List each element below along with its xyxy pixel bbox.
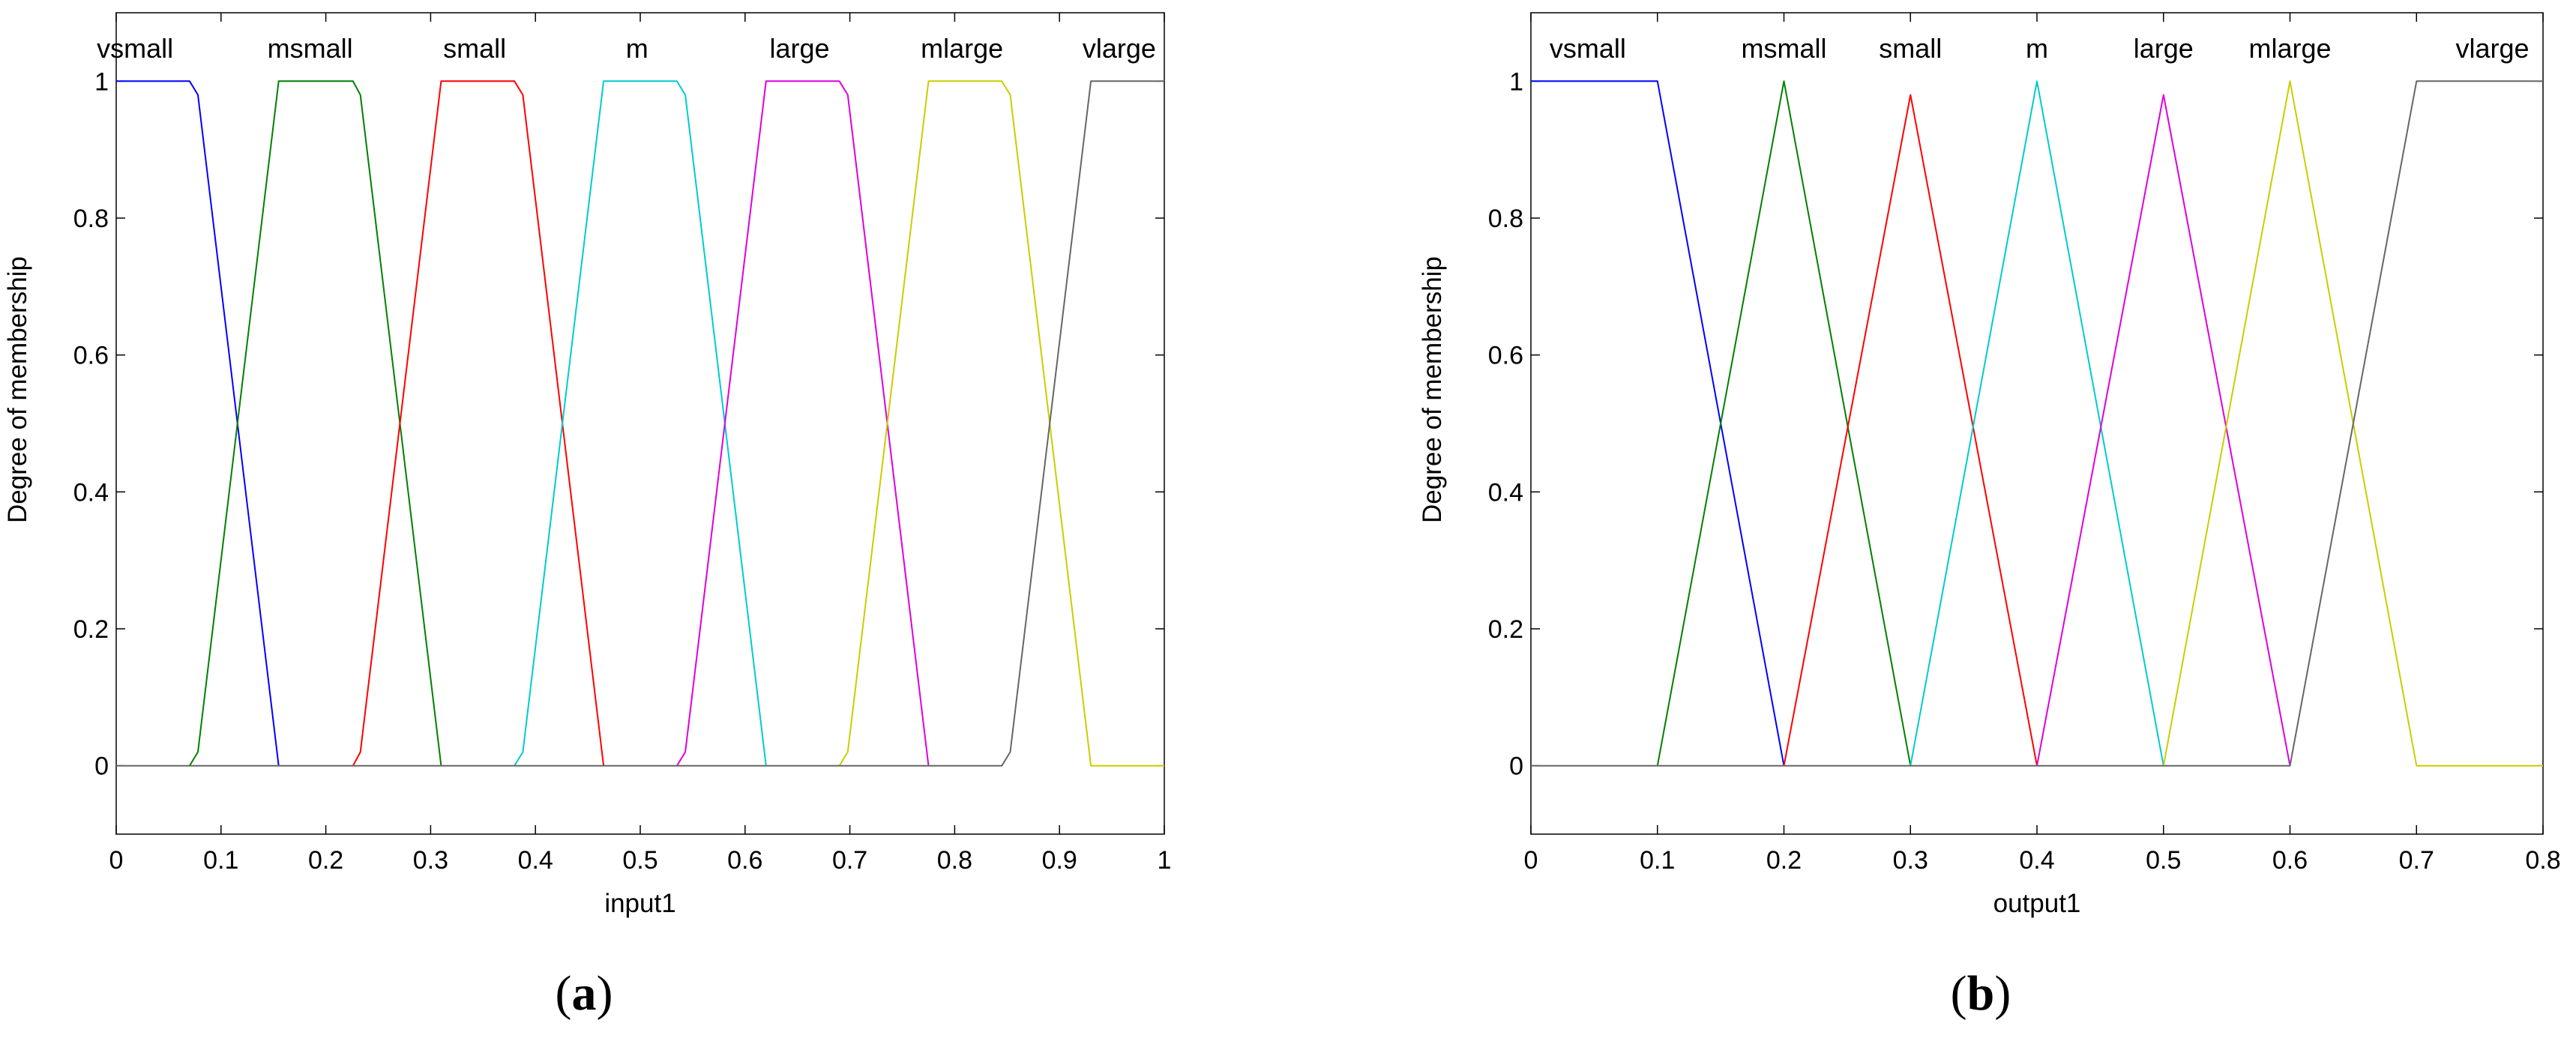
y-tick-label: 0.6 bbox=[73, 342, 109, 370]
mf-label-vsmall: vsmall bbox=[1550, 33, 1626, 64]
series-line-m bbox=[514, 80, 767, 767]
panel-caption-letter: b bbox=[1967, 966, 1995, 1021]
x-tick-label: 0.1 bbox=[1640, 846, 1675, 875]
mf-label-small: small bbox=[443, 33, 506, 64]
panel-caption: (b) bbox=[1951, 966, 2011, 1021]
y-tick-label: 1 bbox=[94, 67, 109, 96]
x-tick-label: 0.7 bbox=[2399, 846, 2434, 875]
x-tick-label: 0.2 bbox=[308, 846, 343, 875]
series-line-msmall bbox=[189, 80, 442, 767]
mf-label-vlarge: vlarge bbox=[2455, 33, 2529, 64]
x-tick-label: 0 bbox=[109, 846, 124, 875]
mf-label-vlarge: vlarge bbox=[1083, 33, 1156, 64]
x-axis-label: input1 bbox=[604, 889, 675, 918]
chart-panel-b: 0 0.1 0.2 0.3 0.4 0.5 0.6 0.7 0.8 0 0.2 0.4 0.6 0.8 1 o… bbox=[1418, 12, 2561, 1021]
panel-caption-letter: a bbox=[572, 966, 597, 1021]
y-tick-label: 0.8 bbox=[1488, 205, 1523, 233]
panel-caption: (a) bbox=[556, 966, 613, 1021]
series-line-vsmall bbox=[1531, 80, 1785, 766]
series-line-vlarge bbox=[1531, 80, 2543, 767]
y-tick-label: 0.2 bbox=[1488, 615, 1523, 644]
mf-label-large: large bbox=[769, 33, 829, 64]
mf-label-mlarge: mlarge bbox=[2248, 33, 2331, 64]
series-line-small bbox=[352, 80, 605, 767]
x-axis-label: output1 bbox=[1993, 889, 2081, 918]
y-tick-label: 0.8 bbox=[73, 205, 109, 233]
mf-label-msmall: msmall bbox=[268, 33, 353, 64]
mf-label-m: m bbox=[626, 33, 648, 64]
mf-label-vsmall: vsmall bbox=[97, 33, 173, 64]
y-tick-label: 0.6 bbox=[1488, 342, 1523, 370]
mf-label-small: small bbox=[1879, 33, 1942, 64]
x-tick-label: 0.2 bbox=[1766, 846, 1802, 875]
mf-label-mlarge: mlarge bbox=[921, 33, 1003, 64]
x-tick-label: 0.9 bbox=[1042, 846, 1077, 875]
y-tick-label: 1 bbox=[1509, 67, 1523, 96]
x-tick-label: 1 bbox=[1158, 846, 1172, 875]
series-line-msmall bbox=[1656, 80, 1912, 766]
x-tick-label: 0.4 bbox=[518, 846, 553, 875]
y-tick-label: 0.4 bbox=[73, 478, 109, 507]
x-tick-label: 0.8 bbox=[2525, 846, 2560, 875]
y-tick-label: 0 bbox=[1509, 752, 1523, 781]
mf-label-large: large bbox=[2134, 33, 2194, 64]
x-tick-label: 0.6 bbox=[2272, 846, 2308, 875]
series-line-mlarge bbox=[838, 80, 1164, 767]
x-tick-label: 0.3 bbox=[413, 846, 448, 875]
x-tick-label: 0.5 bbox=[622, 846, 657, 875]
x-tick-label: 0.1 bbox=[203, 846, 238, 875]
x-tick-label: 0.7 bbox=[832, 846, 867, 875]
x-tick-label: 0 bbox=[1524, 846, 1538, 875]
series-line-large bbox=[676, 80, 930, 767]
x-tick-label: 0.8 bbox=[937, 846, 972, 875]
y-axis-label: Degree of membership bbox=[3, 256, 32, 523]
y-tick-label: 0.2 bbox=[73, 615, 109, 644]
x-tick-label: 0.4 bbox=[2019, 846, 2054, 875]
mf-label-m: m bbox=[2026, 33, 2048, 64]
series-line-vsmall bbox=[116, 80, 280, 766]
x-tick-label: 0.5 bbox=[2146, 846, 2181, 875]
chart-panel-a: 0 0.1 0.2 0.3 0.4 0.5 0.6 0.7 0.8 0.9 1 0 0.2 0.4 0.6 0… bbox=[3, 12, 1172, 1021]
y-tick-label: 0.4 bbox=[1488, 478, 1523, 507]
y-axis-label: Degree of membership bbox=[1418, 256, 1447, 523]
series-line-large bbox=[2036, 94, 2291, 766]
x-tick-label: 0.3 bbox=[1893, 846, 1928, 875]
x-tick-label: 0.6 bbox=[727, 846, 762, 875]
series-line-m bbox=[1910, 80, 2164, 766]
series-line-vlarge bbox=[116, 80, 1164, 767]
series-line-small bbox=[1783, 94, 2038, 766]
mf-label-msmall: msmall bbox=[1742, 33, 1827, 64]
y-tick-label: 0 bbox=[94, 752, 109, 781]
